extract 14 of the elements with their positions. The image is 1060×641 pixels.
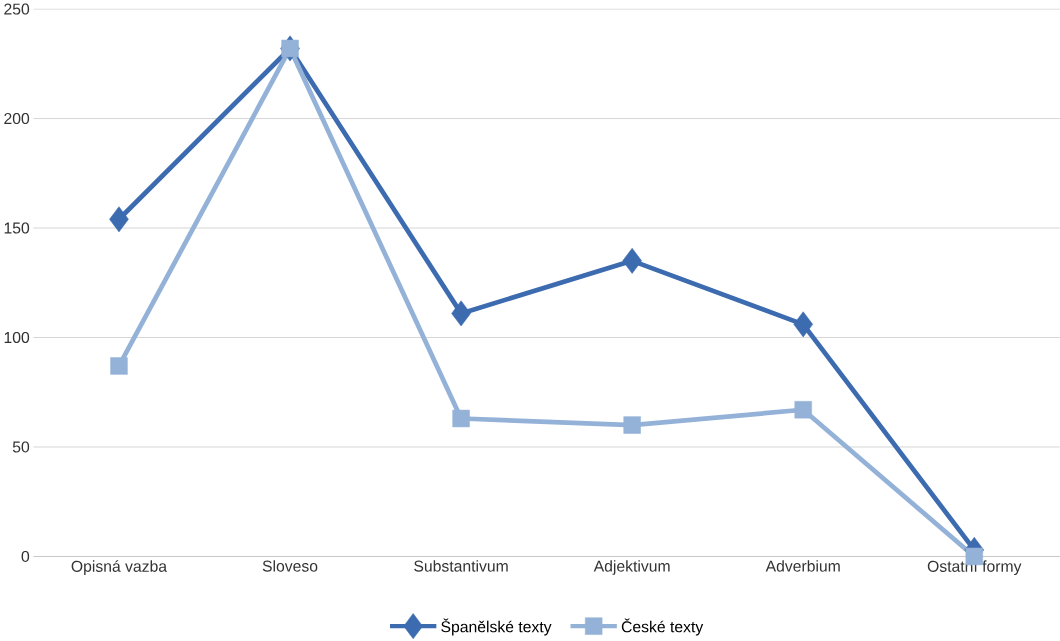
x-tick-label: Ostatní formy [927,560,1022,576]
x-tick-label: Adverbium [765,560,840,572]
y-tick-label: 250 [4,3,30,15]
x-tick-label: Sloveso [262,560,318,572]
y-tick-label: 50 [12,441,30,453]
legend-label: České texty [621,618,704,636]
y-tick-label: 200 [4,113,30,125]
y-tick-label: 150 [4,222,30,234]
x-tick-label: Opisná vazba [71,560,168,576]
y-tick-label: 0 [21,550,30,563]
legend-label: Španělské texty [441,618,552,636]
y-tick-label: 100 [4,331,30,344]
x-tick-label: Adjektivum [593,560,670,575]
x-tick-label: Substantivum [414,560,508,572]
